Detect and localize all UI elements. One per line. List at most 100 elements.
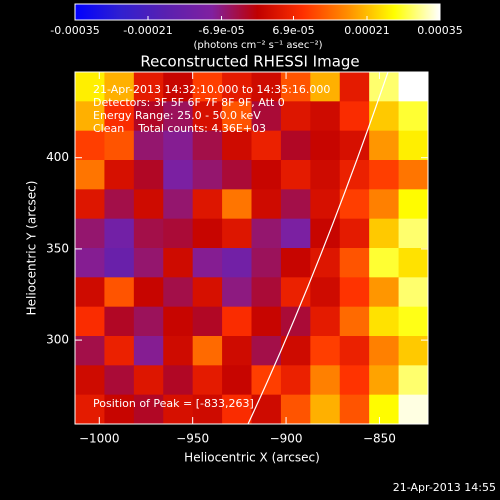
heatmap-cell	[133, 336, 164, 366]
heatmap-cell	[222, 130, 252, 161]
heatmap-cell	[104, 336, 135, 366]
heatmap-cell	[222, 277, 252, 308]
heatmap-cell	[75, 72, 105, 102]
heatmap-cell	[163, 365, 194, 396]
heatmap-cell	[251, 101, 282, 132]
heatmap-cell	[104, 277, 135, 308]
heatmap-cell	[222, 189, 252, 220]
heatmap-cell	[339, 306, 370, 337]
heatmap-cell	[339, 365, 370, 396]
heatmap-cell	[104, 365, 135, 396]
heatmap-cell	[192, 365, 223, 396]
heatmap-cell	[310, 72, 341, 102]
colorbar-label: (photons cm⁻² s⁻¹ asec⁻²)	[193, 40, 322, 51]
heatmap-cell	[222, 72, 252, 102]
heatmap-cell	[222, 248, 252, 278]
heatmap-cell	[192, 248, 223, 278]
heatmap-cell	[339, 336, 370, 366]
heatmap-cell	[104, 101, 135, 132]
footer: 21-Apr-2013 14:55	[393, 481, 496, 494]
heatmap-cell	[133, 218, 164, 249]
heatmap-cell	[280, 306, 311, 337]
heatmap-cell	[104, 189, 135, 220]
annotation: Position of Peak = [-833,263]	[93, 397, 254, 410]
solar-limb	[247, 71, 389, 425]
heatmap-cell	[133, 72, 164, 102]
heatmap-cell	[280, 189, 311, 220]
heatmap-cell	[75, 248, 105, 278]
x-axis-label: Heliocentric X (arcsec)	[184, 451, 320, 465]
heatmap-cell	[222, 365, 252, 396]
heatmap-cell	[75, 306, 105, 337]
heatmap-cell	[369, 72, 400, 102]
colorbar-tick-label: 0.00021	[344, 24, 390, 37]
colorbar	[74, 3, 441, 21]
heatmap-cell	[398, 101, 429, 132]
heatmap-cell	[163, 306, 194, 337]
heatmap-cell	[280, 277, 311, 308]
heatmap-cell	[192, 72, 223, 102]
heatmap-cell	[310, 277, 341, 308]
heatmap-cell	[75, 277, 105, 308]
heatmap-cell	[339, 394, 370, 425]
y-tick-label: 300	[46, 333, 69, 347]
heatmap-cell	[192, 306, 223, 337]
heatmap-cell	[280, 101, 311, 132]
colorbar-tick-label: 6.9e-05	[272, 24, 314, 37]
heatmap-cell	[398, 218, 429, 249]
heatmap-cell	[133, 130, 164, 161]
heatmap-cell	[75, 101, 105, 132]
chart-title: Reconstructed RHESSI Image	[140, 53, 359, 71]
heatmap-cell	[398, 365, 429, 396]
heatmap-cell	[192, 394, 223, 425]
colorbar-tick-label: 0.00035	[417, 24, 463, 37]
heatmap-cell	[222, 160, 252, 190]
heatmap-cell	[75, 160, 105, 190]
heatmap-cell	[133, 277, 164, 308]
heatmap-cell	[192, 189, 223, 220]
heatmap-cell	[251, 277, 282, 308]
heatmap-cell	[163, 130, 194, 161]
heatmap-cell	[398, 248, 429, 278]
heatmap-cell	[398, 277, 429, 308]
heatmap-cell	[251, 130, 282, 161]
heatmap-cell	[280, 248, 311, 278]
heatmap-cell	[104, 130, 135, 161]
heatmap-cell	[163, 336, 194, 366]
heatmap-cell	[104, 72, 135, 102]
heatmap-cell	[310, 189, 341, 220]
heatmap-cell	[133, 306, 164, 337]
heatmap-cell	[398, 336, 429, 366]
heatmap-cell	[133, 160, 164, 190]
y-tick-label: 350	[46, 241, 69, 255]
heatmap-cell	[133, 394, 164, 425]
annotation: Energy Range: 25.0 - 50.0 keV	[93, 109, 261, 122]
colorbar-tick-label: -0.00021	[123, 24, 172, 37]
heatmap-cell	[280, 394, 311, 425]
heatmap-cell	[222, 336, 252, 366]
heatmap-cell	[251, 160, 282, 190]
plot-frame	[74, 71, 429, 425]
heatmap-cell	[251, 218, 282, 249]
heatmap-cell	[251, 248, 282, 278]
heatmap-cell	[369, 248, 400, 278]
heatmap-cell	[75, 336, 105, 366]
heatmap-cell	[104, 160, 135, 190]
heatmap-cell	[369, 101, 400, 132]
x-tick-label: −950	[176, 432, 209, 446]
heatmap-cell	[75, 218, 105, 249]
heatmap-cell	[163, 394, 194, 425]
heatmap-cell	[192, 277, 223, 308]
heatmap-cell	[251, 394, 282, 425]
heatmap-cell	[222, 218, 252, 249]
heatmap-cell	[310, 160, 341, 190]
x-tick-label: −850	[363, 432, 396, 446]
heatmap	[75, 72, 429, 425]
heatmap-cell	[251, 72, 282, 102]
heatmap-cell	[192, 160, 223, 190]
heatmap-cell	[310, 130, 341, 161]
heatmap-cell	[280, 365, 311, 396]
heatmap-cell	[280, 160, 311, 190]
heatmap-cell	[369, 394, 400, 425]
heatmap-cell	[310, 365, 341, 396]
